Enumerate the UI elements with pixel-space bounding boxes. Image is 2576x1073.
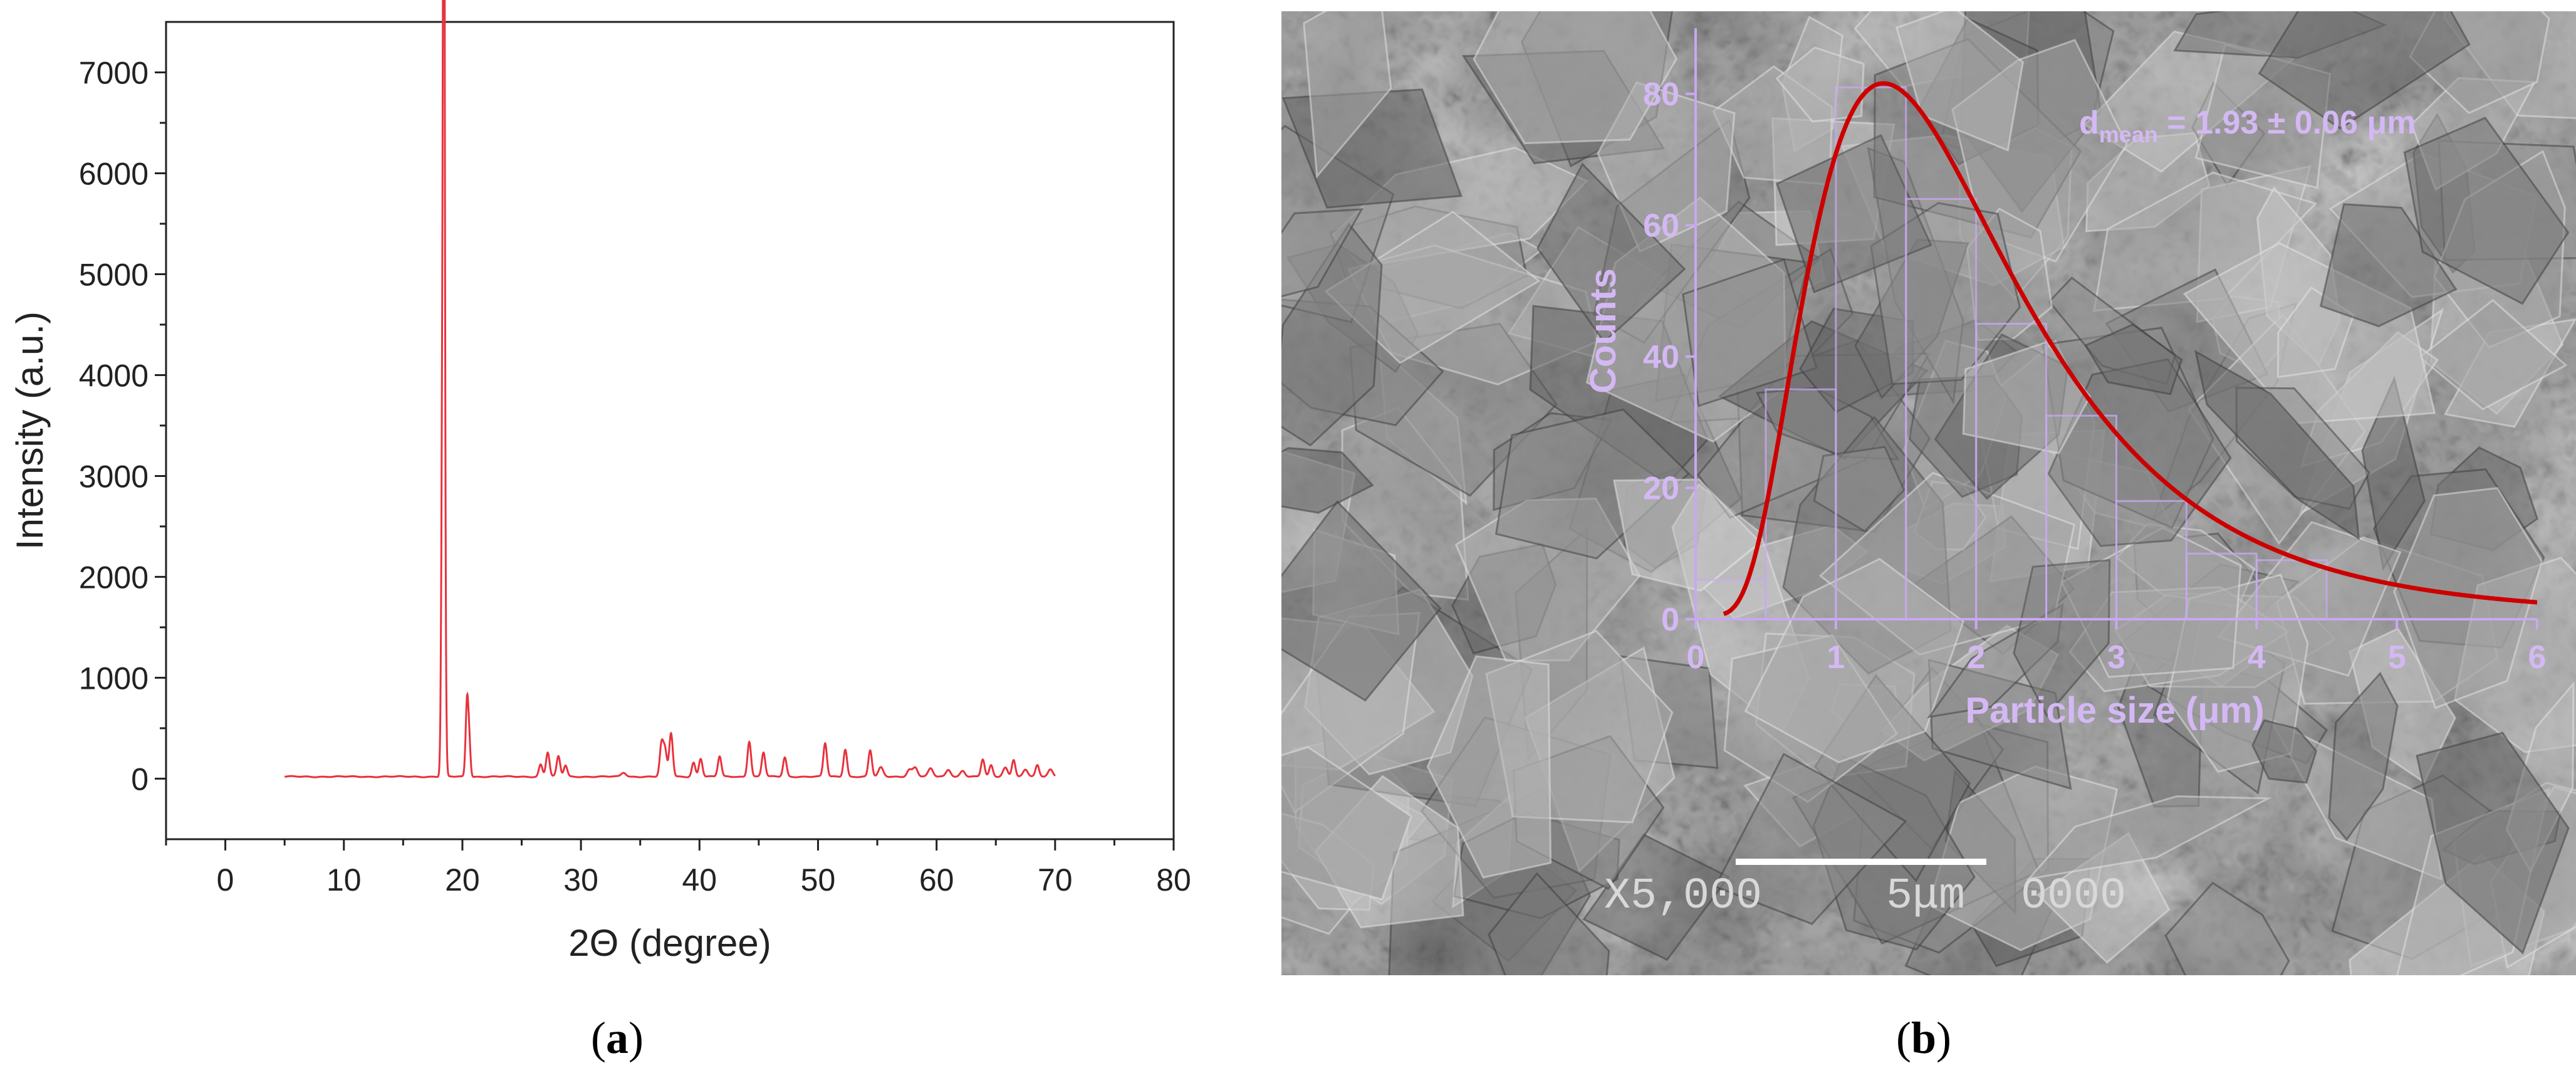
xrd-x-tick-label: 80 (1156, 862, 1191, 898)
sem-particle (1473, 11, 1678, 145)
xrd-chart: 0 1000 2000 3000 4000 5000 6000 7000 0 10 20 30 40 5… (9, 0, 1191, 964)
sem-particle (1775, 46, 1865, 123)
sem-particle (1281, 447, 1374, 514)
histogram-y-axis-title: Counts (1583, 268, 1624, 394)
histogram-x-tick-label: 6 (2528, 639, 2547, 676)
xrd-y-axis-title: Intensity (a.u.) (9, 311, 51, 550)
histogram-bar (2255, 559, 2328, 620)
sem-particles (1281, 11, 2576, 975)
xrd-y-tick-label: 3000 (79, 459, 149, 494)
sem-image-code: 0000 (2021, 872, 2126, 921)
histogram-x-tick-label: 2 (1967, 639, 1985, 676)
sem-particle (2418, 299, 2568, 411)
histogram-bar (1835, 86, 1907, 620)
sem-particle (2164, 881, 2290, 975)
sem-particle (2403, 117, 2570, 305)
sem-particle (1714, 753, 1907, 925)
sem-particle (2416, 731, 2570, 955)
sem-particle (1281, 208, 1364, 312)
sem-particle (1895, 11, 2024, 152)
sem-particle (1612, 478, 1762, 592)
sem-particle (1582, 833, 1731, 961)
histogram-bar (2115, 500, 2188, 620)
histogram-bar (2185, 552, 2258, 620)
histogram-y-tick-label: 0 (1661, 602, 1679, 638)
histogram-y-tick-label: 40 (1643, 339, 1679, 375)
sem-particle (2328, 671, 2399, 842)
sem-particle (1281, 746, 1412, 901)
histogram-x-tick-label: 3 (2107, 639, 2125, 676)
sem-databar: X5,000 5μm 0000 (1604, 859, 2126, 921)
sem-particle (2319, 203, 2458, 328)
histogram-bar (1905, 197, 1978, 620)
xrd-x-tick-label: 0 (217, 862, 234, 898)
panel-label-a: (a) (591, 1013, 644, 1063)
sem-particle (1536, 162, 1686, 343)
histogram-x-tick-label: 5 (2388, 639, 2406, 676)
sem-particle (1488, 872, 1610, 975)
sem-particle (2194, 350, 2360, 541)
sem-scale-label: 5μm (1886, 872, 1965, 921)
sem-particle (2258, 11, 2471, 130)
sem-particle (2251, 719, 2318, 784)
histogram-y-tick-label: 60 (1643, 207, 1679, 244)
sem-particle (2013, 559, 2111, 718)
sem-particle (2026, 795, 2272, 881)
xrd-y-tick-label: 2000 (79, 560, 149, 595)
sem-magnification: X5,000 (1604, 872, 1762, 921)
xrd-x-tick-label: 50 (801, 862, 836, 898)
sem-particle (1303, 11, 1392, 179)
histogram-x-tick-label: 0 (1687, 639, 1705, 676)
histogram-bar (1975, 323, 2048, 620)
xrd-x-tick-label: 40 (682, 862, 717, 898)
xrd-y-tick-label: 6000 (79, 156, 149, 191)
xrd-y-tick-label: 1000 (79, 661, 149, 696)
xrd-y-tick-label: 4000 (79, 358, 149, 393)
histogram-bar (1765, 388, 1837, 620)
lognormal-fit-curve (1723, 81, 2538, 616)
sem-scale-bar (1736, 859, 1986, 865)
sem-particle (1744, 557, 1964, 763)
histogram-bars (1694, 86, 2328, 620)
xrd-x-tick-label: 60 (919, 862, 954, 898)
sem-particle (2409, 11, 2550, 114)
xrd-x-axis-title: 2Θ (degree) (568, 922, 771, 964)
xrd-plot-frame (165, 21, 1175, 840)
sem-particle (1281, 500, 1442, 702)
xrd-pattern-line (284, 0, 1056, 778)
xrd-x-tick-label: 10 (326, 862, 362, 898)
histogram-y-tick-label: 20 (1643, 470, 1679, 506)
xrd-y-tick-label: 5000 (79, 257, 149, 292)
xrd-y-axis: 0 1000 2000 3000 4000 5000 6000 7000 (79, 55, 166, 797)
xrd-y-tick-label: 0 (131, 762, 149, 797)
sem-particle (1281, 222, 1383, 447)
histogram-y-tick-label: 80 (1643, 76, 1679, 113)
histogram-bar (1694, 578, 1767, 620)
histogram-x-tick-label: 4 (2248, 639, 2266, 676)
xrd-y-tick-label: 7000 (79, 55, 149, 90)
histogram-x-tick-label: 1 (1827, 639, 1845, 676)
xrd-x-axis: 0 10 20 30 40 50 60 70 80 (165, 839, 1191, 898)
xrd-x-tick-label: 30 (563, 862, 598, 898)
sem-particle (1962, 341, 2092, 455)
sem-particle (1775, 133, 1932, 294)
xrd-x-tick-label: 70 (1038, 862, 1073, 898)
xrd-x-tick-label: 20 (445, 862, 480, 898)
histogram-x-axis-title: Particle size (μm) (1965, 690, 2264, 731)
sem-particle (2084, 323, 2183, 395)
panel-label-b: (b) (1896, 1013, 1951, 1063)
sem-particle (1426, 655, 1552, 879)
histogram-bar (2045, 414, 2117, 620)
sem-particle (1494, 408, 1691, 560)
mean-size-annotation: dmean = 1.93 ± 0.06 μm (2079, 105, 2416, 147)
